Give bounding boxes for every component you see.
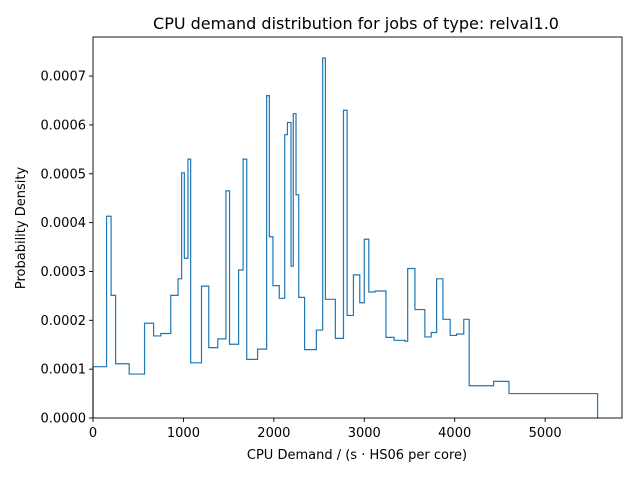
x-tick-label: 0 — [89, 426, 97, 441]
x-tick-label: 4000 — [438, 426, 471, 441]
y-tick-label: 0.0002 — [41, 314, 87, 329]
chart-title: CPU demand distribution for jobs of type… — [153, 14, 559, 33]
y-tick-label: 0.0007 — [41, 70, 87, 85]
axes-frame — [92, 36, 623, 419]
x-axis-ticks: 0 1000 2000 3000 4000 5000 — [89, 418, 562, 441]
x-tick-label: 5000 — [529, 426, 562, 441]
y-tick-label: 0.0001 — [41, 363, 87, 378]
y-tick-label: 0.0005 — [41, 167, 87, 182]
y-tick-label: 0.0006 — [41, 118, 87, 133]
plot-area — [92, 36, 623, 419]
y-axis-ticks: 0.0000 0.0001 0.0002 0.0003 0.0004 0.0005 0.00… — [41, 70, 93, 427]
x-tick-label: 1000 — [167, 426, 200, 441]
y-axis-label: Probability Density — [14, 167, 29, 290]
y-tick-label: 0.0004 — [41, 216, 87, 231]
x-tick-label: 2000 — [257, 426, 290, 441]
histogram-step-line — [92, 57, 599, 418]
y-tick-label: 0.0000 — [41, 412, 87, 427]
y-tick-label: 0.0003 — [41, 265, 87, 280]
x-axis-label: CPU Demand / (s · HS06 per core) — [247, 448, 467, 463]
x-tick-label: 3000 — [348, 426, 381, 441]
